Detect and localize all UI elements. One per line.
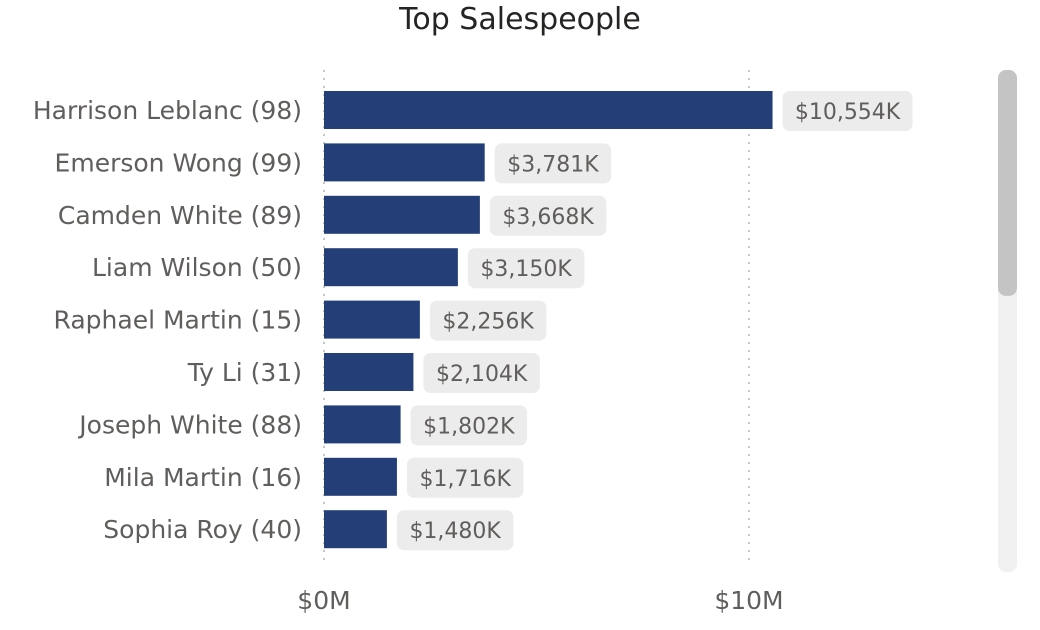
category-label: Camden White (89) <box>58 201 302 230</box>
category-label: Liam Wilson (50) <box>92 253 302 282</box>
data-label-background <box>396 510 514 551</box>
x-axis: $0M $10M <box>297 586 783 615</box>
data-label: $2,256K <box>442 310 534 335</box>
x-tick-label: $0M <box>297 586 350 615</box>
bar[interactable] <box>324 248 458 287</box>
data-label-background <box>489 195 607 236</box>
chart-title: Top Salespeople <box>399 2 641 37</box>
category-label: Emerson Wong (99) <box>55 148 302 177</box>
scrollbar[interactable] <box>998 70 1017 572</box>
bar[interactable] <box>324 510 387 549</box>
category-label: Joseph White (88) <box>77 410 302 439</box>
data-label: $1,716K <box>419 467 511 492</box>
bar[interactable] <box>324 300 420 339</box>
category-label: Ty Li (31) <box>187 358 302 387</box>
data-label: $3,668K <box>502 205 594 230</box>
bars: Harrison Leblanc (98) $10,554K Emerson Won… <box>33 91 913 551</box>
data-label-background <box>494 143 612 184</box>
category-label: Sophia Roy (40) <box>103 515 302 544</box>
data-label: $2,104K <box>436 362 528 387</box>
data-label-background <box>467 248 585 289</box>
data-label-background <box>782 91 913 131</box>
x-tick-label: $10M <box>714 586 783 615</box>
scrollbar-thumb[interactable] <box>998 70 1017 296</box>
data-label-background <box>410 405 528 446</box>
bar[interactable] <box>324 143 485 182</box>
category-label: Harrison Leblanc (98) <box>33 96 302 125</box>
bar[interactable] <box>324 195 480 234</box>
data-label-background <box>429 300 547 341</box>
data-label-background <box>423 353 540 393</box>
data-label-background <box>406 457 524 498</box>
data-label: $1,802K <box>423 414 515 439</box>
data-label: $10,554K <box>795 100 901 125</box>
data-label: $3,150K <box>480 257 572 282</box>
category-label: Mila Martin (16) <box>104 463 302 492</box>
bar[interactable] <box>324 405 401 444</box>
data-label: $3,781K <box>507 152 599 177</box>
bar[interactable] <box>324 457 397 496</box>
data-label: $1,480K <box>409 519 501 544</box>
bar[interactable] <box>324 91 773 129</box>
category-label: Raphael Martin (15) <box>54 306 302 335</box>
bar[interactable] <box>324 353 414 391</box>
